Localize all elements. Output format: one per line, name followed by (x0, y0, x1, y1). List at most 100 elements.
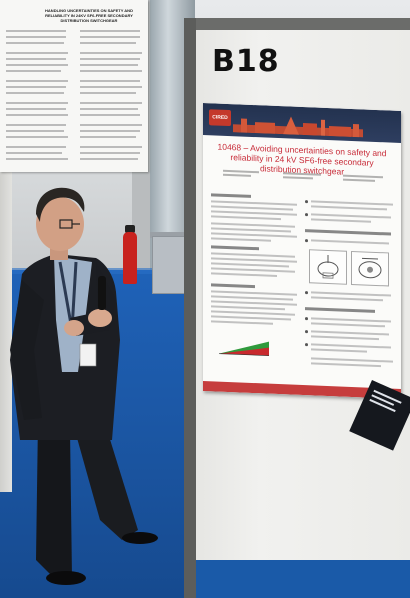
poster-header-banner: CIRED (203, 103, 401, 143)
poster-figure (309, 249, 347, 285)
author-affiliation-line (283, 176, 313, 180)
left-poster-text-line (80, 146, 142, 148)
research-poster: CIRED 10468 – Avoiding uncertainties on … (203, 103, 401, 399)
left-poster-text-line (80, 102, 142, 104)
poster-text-line (311, 335, 379, 341)
left-poster-text-line (6, 108, 66, 110)
poster-text-line (311, 291, 391, 297)
poster-bullet (305, 291, 308, 295)
author-block (343, 174, 393, 185)
left-poster-text-line (80, 130, 140, 132)
left-poster-text-line (6, 80, 68, 82)
left-poster-text-line (6, 92, 64, 94)
poster-bar-graphic (219, 341, 269, 356)
poster-text-line (311, 213, 391, 219)
extinguisher-cap (125, 225, 135, 233)
left-poster-text-line (6, 36, 66, 38)
left-poster-text-line (80, 64, 138, 66)
person-hair (36, 187, 85, 222)
poster-bullet (305, 343, 308, 347)
left-poster-text-line (6, 114, 68, 116)
author-block (283, 172, 333, 182)
poster-text-line (211, 215, 281, 221)
name-badge (79, 343, 97, 367)
poster-bullet (305, 317, 308, 321)
author-affiliation-line (343, 178, 375, 182)
author-affiliation-line (223, 173, 251, 177)
person-shoe (122, 532, 158, 544)
poster-text-line (211, 305, 285, 311)
left-poster-text-line (6, 58, 66, 60)
poster-text-line (311, 296, 383, 302)
left-poster: Handling uncertainties on safety and rel… (0, 0, 148, 172)
left-poster-text-line (80, 30, 140, 32)
poster-text-line (311, 218, 371, 223)
person-right-leg (72, 420, 138, 540)
left-poster-text-line (6, 130, 64, 132)
booth-top-rail (184, 18, 410, 30)
poster-text-line (211, 262, 289, 268)
poster-section-heading (211, 283, 255, 289)
left-poster-text-line (80, 42, 136, 44)
poster-text-line (211, 272, 277, 277)
left-poster-text-line (80, 124, 142, 126)
switchgear-sketch (317, 255, 339, 279)
left-poster-text-line (6, 158, 68, 160)
left-poster-text-line (6, 152, 62, 154)
author-name-line (283, 172, 321, 176)
left-poster-text-line (80, 52, 142, 54)
poster-text-line (311, 322, 385, 328)
author-block (223, 169, 273, 180)
poster-section-heading (305, 307, 375, 313)
left-poster-text-line (6, 146, 66, 148)
left-poster-text-line (80, 80, 140, 82)
left-poster-text-line (80, 86, 142, 88)
poster-text-line (311, 330, 389, 336)
waste-bin (152, 236, 188, 294)
person-hand (64, 320, 84, 336)
left-poster-text-line (6, 64, 68, 66)
left-poster-text-line (80, 158, 138, 160)
poster-text-line (311, 357, 393, 363)
left-poster-text-line (80, 70, 142, 72)
left-poster-text-line (6, 124, 66, 126)
booth-floor (196, 560, 410, 598)
fire-extinguisher (123, 232, 137, 284)
poster-text-line (211, 320, 273, 325)
city-skyline-illustration (233, 116, 363, 138)
poster-text-line (311, 348, 367, 353)
poster-section-heading (211, 193, 251, 198)
poster-text-line (311, 200, 393, 206)
poster-text-line (211, 227, 291, 233)
left-poster-text-line (6, 30, 66, 32)
author-name-line (343, 174, 383, 179)
poster-text-line (311, 205, 387, 211)
poster-text-line (311, 362, 381, 368)
left-poster-text-line (80, 136, 136, 138)
left-poster-text-line (80, 36, 140, 38)
poster-section-heading (305, 229, 391, 236)
left-poster-title: Handling uncertainties on safety and rel… (45, 8, 133, 23)
poster-text-line (211, 315, 291, 321)
poster-text-line (211, 205, 293, 211)
poster-bullet (305, 239, 308, 243)
left-poster-text-line (80, 108, 138, 110)
switchgear-sketch (358, 257, 382, 279)
left-poster-text-line (6, 42, 64, 44)
author-name-line (223, 169, 259, 174)
poster-text-line (311, 317, 391, 323)
poster-bullet (305, 200, 308, 204)
poster-bullet (305, 213, 308, 217)
left-poster-text-line (80, 114, 140, 116)
booth-number: B18 (212, 44, 280, 79)
poster-section-heading (211, 245, 259, 251)
left-booth-panel (0, 172, 12, 492)
left-poster-text-line (6, 86, 66, 88)
conference-logo: CIRED (209, 109, 231, 127)
left-poster-text-line (80, 58, 140, 60)
person-left-arm (10, 280, 44, 420)
poster-figure (351, 250, 389, 287)
waste-bin-lid (150, 232, 188, 238)
left-poster-text-line (6, 52, 68, 54)
